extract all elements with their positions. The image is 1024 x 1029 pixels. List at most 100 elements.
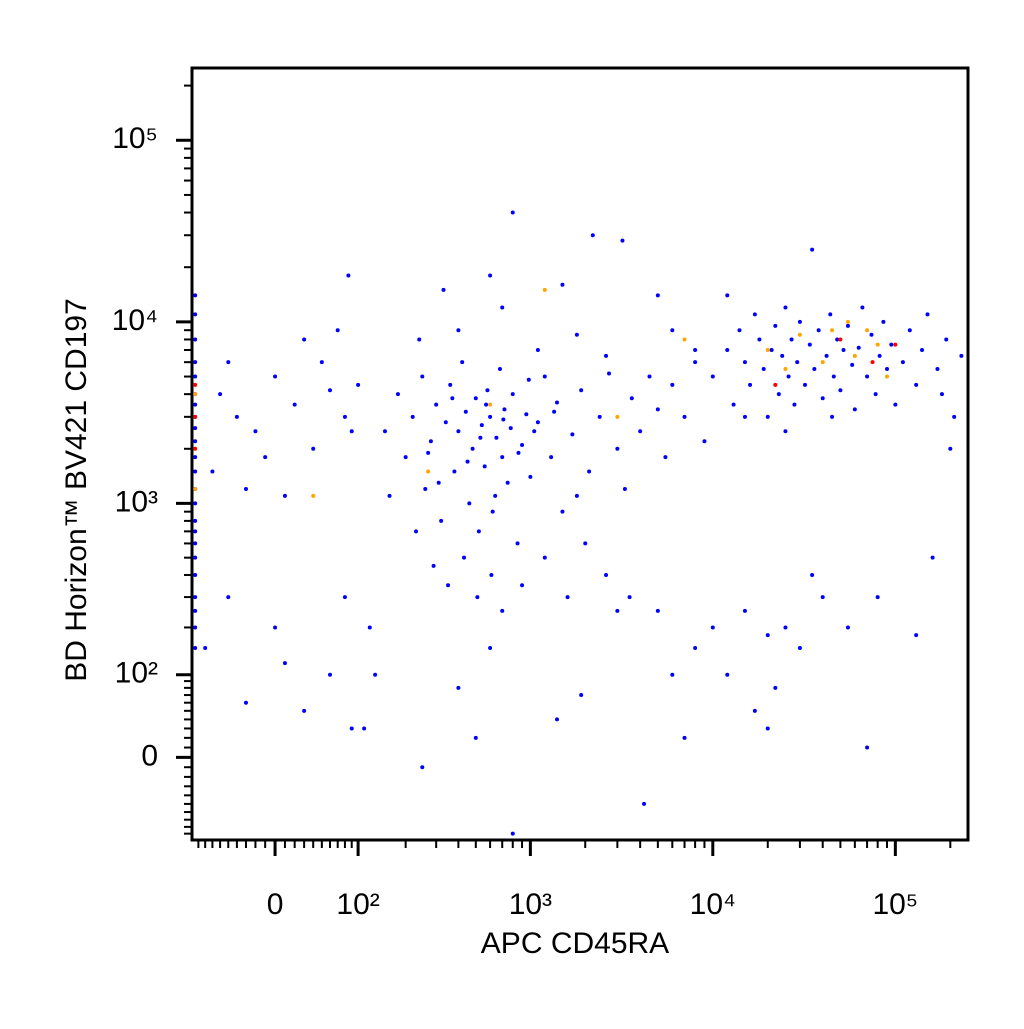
point: [786, 374, 791, 379]
point: [554, 400, 559, 405]
point: [193, 572, 198, 577]
point: [797, 646, 802, 651]
point: [467, 501, 472, 506]
point: [490, 509, 495, 514]
point: [885, 367, 890, 372]
point: [748, 382, 753, 387]
point: [841, 348, 846, 353]
point: [417, 337, 422, 342]
point: [193, 392, 198, 397]
point: [193, 529, 198, 534]
point: [693, 348, 698, 353]
point: [655, 293, 660, 298]
point: [642, 801, 647, 806]
point: [494, 435, 499, 440]
point: [387, 493, 392, 498]
y-tick-label: 10⁵: [112, 122, 158, 155]
point: [579, 388, 584, 393]
x-tick-label: 10⁵: [872, 888, 918, 921]
point: [845, 323, 850, 328]
y-tick-label: 0: [141, 739, 158, 772]
point: [615, 608, 620, 613]
point: [725, 293, 730, 298]
point: [655, 608, 660, 613]
point: [226, 595, 231, 600]
y-tick-label: 10²: [115, 657, 158, 690]
point: [493, 493, 498, 498]
point: [869, 332, 874, 337]
point: [488, 273, 493, 278]
point: [263, 455, 268, 460]
point: [850, 362, 855, 367]
point: [441, 287, 446, 292]
point: [737, 328, 742, 333]
point: [193, 501, 198, 506]
point: [930, 555, 935, 560]
point: [873, 392, 878, 397]
point: [574, 332, 579, 337]
point: [500, 608, 505, 613]
x-axis-label: APC CD45RA: [481, 927, 669, 960]
point: [797, 319, 802, 324]
point: [210, 469, 215, 474]
point: [810, 247, 815, 252]
point: [535, 420, 540, 425]
point: [820, 360, 825, 365]
point: [346, 273, 351, 278]
point: [193, 455, 198, 460]
point: [795, 360, 800, 365]
point: [865, 328, 870, 333]
point: [959, 353, 964, 358]
point: [420, 374, 425, 379]
point: [282, 661, 287, 666]
point: [520, 442, 525, 447]
point: [456, 429, 461, 434]
point: [410, 414, 415, 419]
point: [838, 388, 843, 393]
point: [773, 323, 778, 328]
point: [824, 353, 829, 358]
point: [356, 382, 361, 387]
point: [243, 487, 248, 492]
point: [769, 348, 774, 353]
point: [446, 583, 451, 588]
point: [875, 342, 880, 347]
point: [282, 493, 287, 498]
point: [682, 337, 687, 342]
point: [349, 429, 354, 434]
point: [742, 414, 747, 419]
point: [914, 382, 919, 387]
point: [193, 487, 198, 492]
point: [682, 735, 687, 740]
point: [428, 439, 433, 444]
point: [542, 374, 547, 379]
point: [604, 572, 609, 577]
point: [342, 595, 347, 600]
point: [761, 367, 766, 372]
point: [948, 446, 953, 451]
point: [889, 342, 894, 347]
point: [436, 480, 441, 485]
point: [944, 337, 949, 342]
point: [935, 367, 940, 372]
point: [900, 360, 905, 365]
point: [783, 305, 788, 310]
point: [292, 402, 297, 407]
point: [789, 337, 794, 342]
point: [460, 360, 465, 365]
point: [470, 446, 475, 451]
y-axis-label: BD Horizon™ BV421 CD197: [60, 298, 93, 682]
point: [349, 726, 354, 731]
point: [450, 396, 455, 401]
point: [476, 529, 481, 534]
point: [752, 708, 757, 713]
point: [920, 348, 925, 353]
x-tick-label: 10²: [336, 888, 379, 921]
point: [742, 360, 747, 365]
point: [253, 429, 258, 434]
point: [803, 382, 808, 387]
point: [881, 319, 886, 324]
point: [508, 426, 513, 431]
point: [510, 210, 515, 215]
x-tick-label: 10³: [509, 888, 552, 921]
